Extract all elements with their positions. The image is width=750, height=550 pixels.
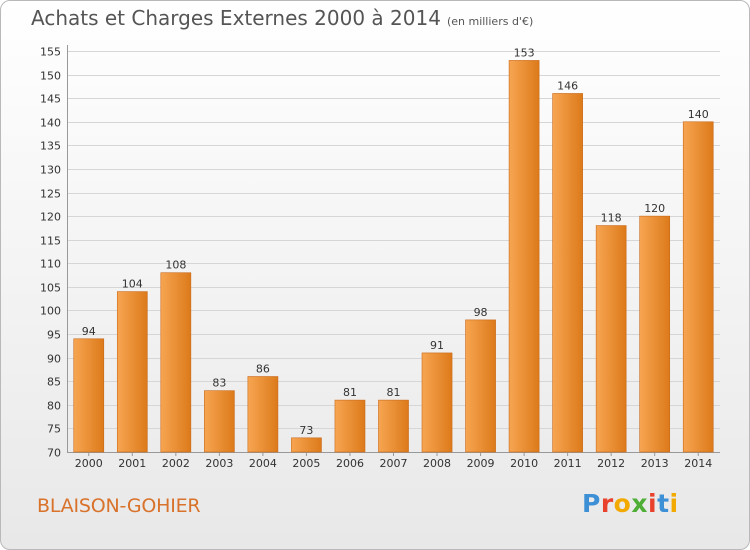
- x-tick-label: 2002: [162, 457, 190, 470]
- bar-value-label: 73: [299, 424, 313, 437]
- x-tick-label: 2001: [118, 457, 146, 470]
- bar: [639, 215, 671, 453]
- x-tick-label: 2003: [205, 457, 233, 470]
- bar-value-label: 120: [644, 202, 665, 215]
- bar: [552, 93, 583, 453]
- commune-name: BLAISON-GOHIER: [37, 495, 201, 517]
- chart-title: Achats et Charges Externes 2000 à 2014 (e…: [31, 6, 534, 30]
- bar-value-label: 98: [474, 306, 488, 319]
- y-tick-label: 85: [47, 376, 61, 389]
- bar-value-label: 146: [557, 79, 578, 92]
- bar: [595, 225, 627, 453]
- x-tick-label: 2008: [423, 457, 451, 470]
- bar: [291, 437, 322, 453]
- y-tick-label: 120: [40, 211, 61, 224]
- bar: [116, 291, 148, 453]
- logo-letter: r: [600, 489, 614, 518]
- y-tick-label: 110: [40, 258, 61, 271]
- bar: [682, 121, 714, 453]
- bar-value-label: 118: [601, 212, 622, 225]
- bar: [421, 352, 453, 453]
- logo-letter: i: [669, 489, 679, 518]
- bar-value-label: 91: [430, 339, 444, 352]
- bar: [378, 399, 409, 453]
- y-tick-label: 80: [47, 400, 61, 413]
- proxiti-logo: Proxiti: [582, 489, 679, 518]
- y-tick-label: 150: [40, 70, 61, 83]
- y-tick-label: 100: [40, 305, 61, 318]
- bar-value-label: 94: [82, 325, 96, 338]
- logo-letter: x: [631, 489, 648, 518]
- bar-value-label: 83: [212, 377, 226, 390]
- x-tick-label: 2011: [554, 457, 582, 470]
- y-tick-label: 130: [40, 164, 61, 177]
- x-tick-label: 2013: [641, 457, 669, 470]
- y-tick-label: 70: [47, 447, 61, 460]
- y-tick-label: 140: [40, 117, 61, 130]
- logo-letter: t: [657, 489, 670, 518]
- bar: [204, 390, 235, 453]
- bar: [73, 338, 105, 453]
- bar-value-label: 81: [343, 386, 357, 399]
- bar-value-label: 140: [688, 108, 709, 121]
- bar-value-label: 86: [256, 363, 270, 376]
- y-tick-label: 145: [40, 93, 61, 106]
- y-tick-label: 95: [47, 329, 61, 342]
- bar: [508, 60, 540, 453]
- x-tick-label: 2005: [292, 457, 320, 470]
- logo-letter: o: [613, 489, 632, 518]
- x-tick-label: 2014: [684, 457, 712, 470]
- y-tick-label: 75: [47, 423, 61, 436]
- logo-letter: i: [648, 489, 658, 518]
- x-tick-label: 2007: [380, 457, 408, 470]
- bar-value-label: 153: [514, 46, 535, 59]
- y-tick-label: 135: [40, 140, 61, 153]
- y-tick-label: 155: [40, 46, 61, 59]
- x-tick-label: 2010: [510, 457, 538, 470]
- chart-subtitle: (en milliers d'€): [446, 15, 534, 28]
- bar-value-label: 108: [165, 259, 186, 272]
- bar-value-label: 104: [122, 278, 143, 291]
- x-tick-label: 2009: [467, 457, 495, 470]
- logo-letter: P: [582, 489, 601, 518]
- bar: [334, 399, 366, 453]
- y-tick-label: 125: [40, 188, 61, 201]
- bar: [247, 376, 279, 453]
- y-tick-label: 115: [40, 235, 61, 248]
- bar: [465, 319, 496, 453]
- x-tick-label: 2012: [597, 457, 625, 470]
- bar-value-label: 81: [387, 386, 401, 399]
- bar: [160, 272, 192, 453]
- x-tick-label: 2000: [75, 457, 103, 470]
- x-tick-label: 2006: [336, 457, 364, 470]
- x-tick-label: 2004: [249, 457, 277, 470]
- y-tick-label: 105: [40, 282, 61, 295]
- y-tick-label: 90: [47, 353, 61, 366]
